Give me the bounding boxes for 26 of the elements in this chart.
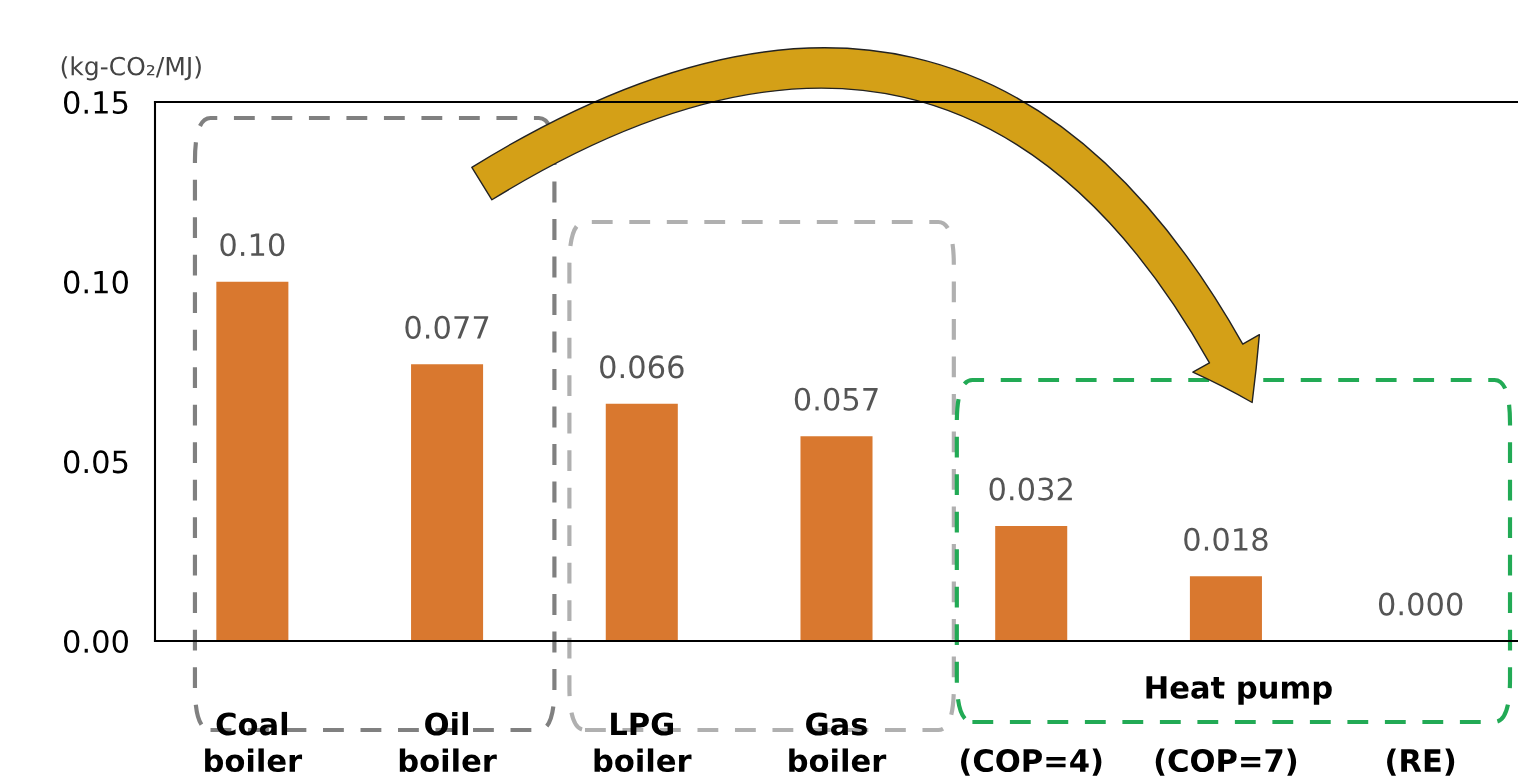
- y-axis-title: (kg-CO₂/MJ): [61, 56, 201, 81]
- y-tick-label: 0.05: [63, 450, 128, 474]
- text: Heat pump: [1146, 676, 1332, 705]
- data-label: 0.10: [220, 233, 285, 257]
- bar: [411, 364, 484, 641]
- y-tick-label: 0.15: [63, 90, 128, 115]
- x-tick-label: (COP=4): [961, 748, 1102, 776]
- bar: [216, 281, 289, 641]
- bar: [1189, 576, 1262, 641]
- bar: [995, 526, 1068, 641]
- x-tick-label: (COP=7): [1155, 748, 1297, 776]
- x-tick-label: (RE): [1387, 748, 1455, 776]
- x-tick-label: Gas boiler: [789, 712, 887, 773]
- data-label: 0.057: [794, 387, 878, 411]
- x-tick-label: Coal boiler: [205, 711, 303, 773]
- data-label: 0.000: [1378, 592, 1463, 616]
- data-label: 0.032: [989, 477, 1072, 501]
- y-tick-label: 0.00: [63, 629, 128, 654]
- x-tick-label: LPG boiler: [594, 712, 692, 773]
- data-label: 0.066: [600, 355, 684, 379]
- bar: [800, 436, 873, 641]
- x-tick-label: Oil boiler: [399, 711, 497, 773]
- data-label: 0.018: [1184, 527, 1268, 551]
- data-label: 0.077: [405, 315, 489, 339]
- y-tick-label: 0.10: [63, 270, 128, 294]
- bar: [605, 403, 678, 641]
